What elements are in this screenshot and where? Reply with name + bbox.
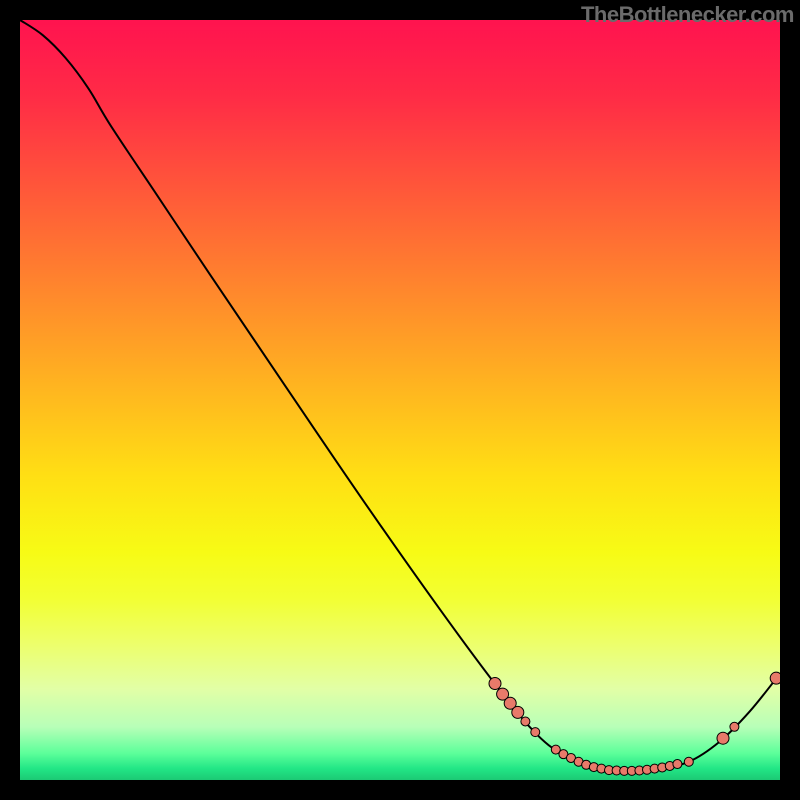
bottleneck-curve-chart <box>20 20 780 780</box>
data-marker <box>512 706 524 718</box>
data-marker <box>521 717 530 726</box>
gradient-background <box>20 20 780 780</box>
data-marker <box>684 757 693 766</box>
watermark-text: TheBottlenecker.com <box>581 2 794 28</box>
data-marker <box>673 760 682 769</box>
data-marker <box>770 672 780 684</box>
data-marker <box>531 728 540 737</box>
chart-container: TheBottlenecker.com <box>0 0 800 800</box>
data-marker <box>489 677 501 689</box>
data-marker <box>730 722 739 731</box>
plot-area <box>20 20 780 780</box>
data-marker <box>717 732 729 744</box>
